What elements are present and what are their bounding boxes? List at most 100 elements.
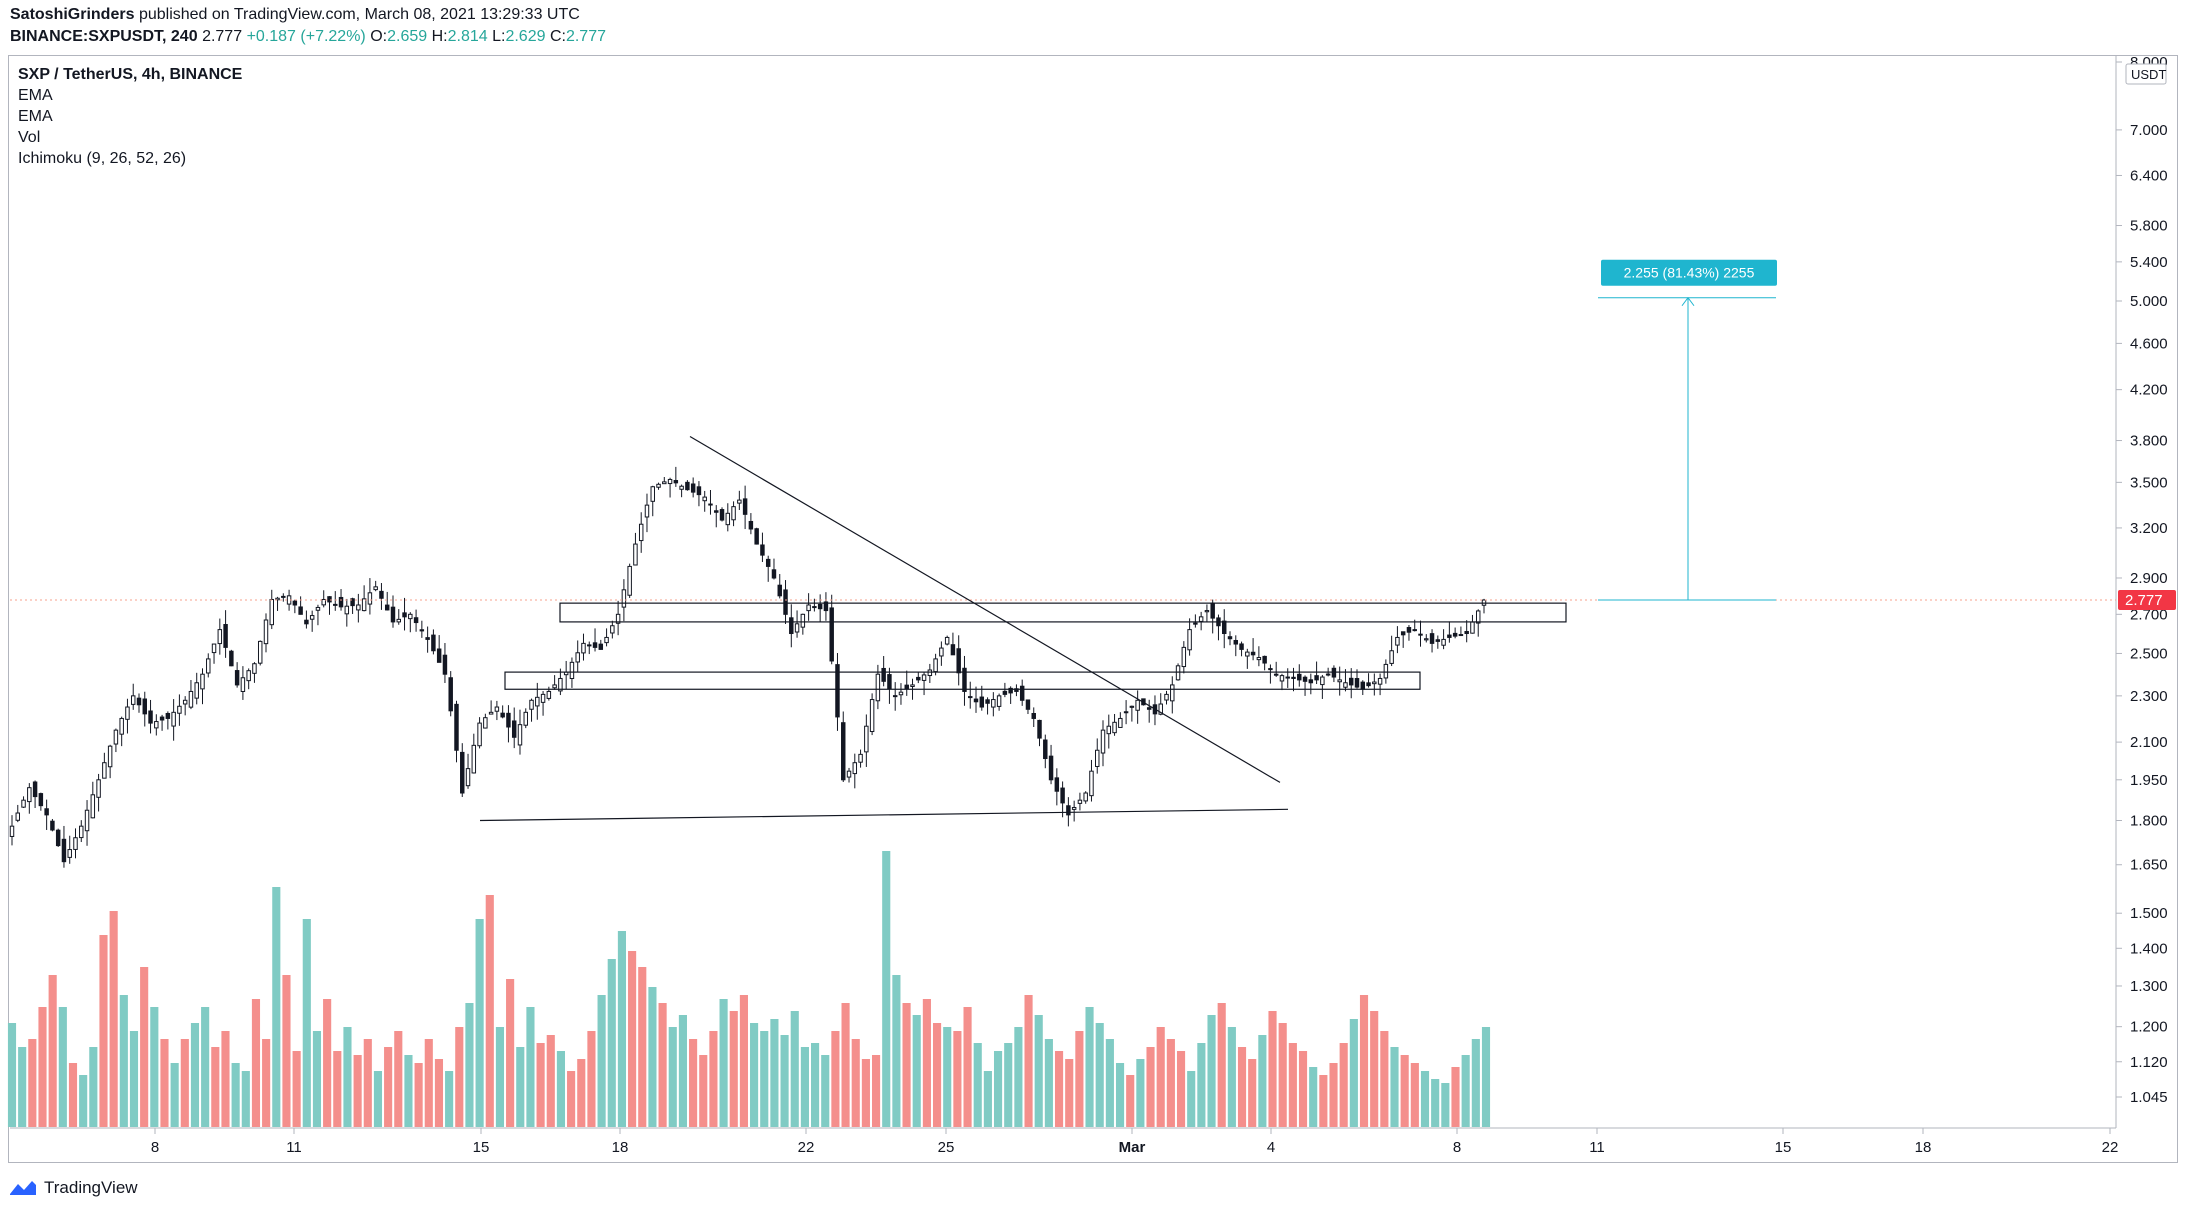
descending-trendline[interactable]: [689, 436, 1281, 783]
volume-bar: [628, 951, 637, 1127]
candle-down: [1452, 632, 1458, 637]
candle-up: [408, 613, 413, 620]
candle-up: [113, 729, 119, 745]
resistance-zone-lower[interactable]: [504, 671, 1421, 690]
candle-down: [61, 838, 67, 863]
legend-indicator[interactable]: EMA: [18, 87, 53, 104]
volume-bar: [729, 1011, 738, 1127]
volume-bar: [150, 1007, 159, 1127]
candle-down: [760, 544, 765, 556]
volume-bar: [689, 1039, 698, 1127]
symbol-name: BINANCE:SXPUSDT: [10, 28, 163, 45]
volume-bar: [607, 959, 616, 1127]
volume-bar: [170, 1063, 179, 1127]
volume-bar: [79, 1075, 88, 1127]
volume-bar: [160, 1039, 169, 1127]
volume-bar: [211, 1047, 220, 1127]
candle-up: [569, 661, 575, 680]
candle-down: [841, 722, 846, 781]
candle-down: [1210, 602, 1215, 619]
y-tick-label: 3.200: [2130, 520, 2168, 537]
legend-indicator[interactable]: EMA: [18, 108, 53, 125]
volume-bar: [251, 999, 261, 1127]
chart-pane[interactable]: [8, 55, 2178, 1163]
y-tick-label: 1.650: [2130, 857, 2168, 874]
volume-bar: [1115, 1063, 1125, 1127]
candle-down: [1325, 673, 1331, 676]
candle-up: [1377, 677, 1383, 685]
x-tick-label: 18: [1915, 1139, 1932, 1156]
published-text: published on TradingView.com, March 08, …: [138, 6, 580, 23]
candle-up: [154, 721, 159, 729]
candle-up: [546, 690, 552, 699]
resistance-zone-upper[interactable]: [559, 602, 1567, 623]
volume-bar: [1065, 1059, 1074, 1127]
candle-up: [344, 605, 350, 615]
volume-bar: [1034, 1015, 1043, 1127]
legend-indicator[interactable]: Ichimoku (9, 26, 52, 26): [18, 150, 187, 167]
candle-up: [1285, 676, 1290, 679]
candle-up: [1279, 675, 1285, 682]
candle-up: [517, 724, 523, 746]
candle-up: [1071, 806, 1077, 810]
candle-up: [996, 695, 1002, 707]
candle-up: [1181, 646, 1187, 668]
candle-up: [84, 809, 90, 832]
candle-down: [1464, 631, 1469, 635]
candle-up: [610, 625, 615, 634]
volume-bar: [1298, 1051, 1308, 1127]
volume-bar: [1481, 1027, 1491, 1127]
volume-bar: [536, 1043, 545, 1127]
y-tick-label: 1.400: [2130, 940, 2168, 957]
candle-down: [812, 606, 817, 609]
candle-up: [858, 753, 863, 763]
volume-bar: [577, 1059, 586, 1127]
candle-down: [1048, 755, 1054, 781]
footer-brand[interactable]: TradingView: [8, 1178, 138, 1198]
volume-bar: [1085, 1007, 1094, 1127]
candle-down: [1400, 631, 1406, 636]
candle-down: [979, 696, 985, 708]
legend-indicator[interactable]: Vol: [18, 129, 41, 146]
candle-up: [800, 613, 806, 628]
volume-bar: [760, 1031, 769, 1127]
candle-down: [442, 654, 448, 675]
high-label: H:: [431, 28, 448, 45]
candle-down: [1314, 675, 1319, 681]
candle-up: [939, 647, 944, 657]
volume-bar: [302, 919, 311, 1127]
candle-up: [1245, 651, 1250, 657]
candle-up: [177, 705, 182, 714]
candle-up: [96, 779, 101, 798]
candle-down: [390, 606, 396, 623]
measure-label: 2.255 (81.43%) 2255: [1624, 265, 1755, 281]
candle-up: [465, 768, 471, 787]
volume-bar: [567, 1071, 576, 1127]
author-name[interactable]: SatoshiGrinders: [10, 6, 135, 23]
volume-bar: [1187, 1071, 1196, 1127]
candle-down: [1227, 636, 1233, 640]
candle-up: [1372, 681, 1377, 685]
volume-bar: [28, 1039, 37, 1127]
candle-up: [898, 691, 904, 696]
candle-up: [737, 499, 742, 504]
volume-bar: [1380, 1031, 1389, 1127]
support-trendline[interactable]: [479, 808, 1289, 822]
measure-badge[interactable]: [1601, 259, 1777, 286]
candle-down: [44, 808, 49, 816]
x-tick-label: 15: [1775, 1139, 1792, 1156]
open-value: 2.659: [387, 28, 428, 45]
candle-down: [719, 509, 725, 521]
candle-up: [1129, 705, 1135, 708]
y-tick-label: 2.900: [2130, 570, 2168, 587]
candle-up: [581, 642, 586, 654]
candle-up: [725, 512, 731, 526]
volume-bar: [963, 1007, 972, 1127]
candle-up: [182, 699, 188, 705]
volume-bar: [1319, 1075, 1328, 1127]
candle-down: [1146, 707, 1152, 710]
volume-bar: [292, 1051, 301, 1127]
volume-bar: [1258, 1035, 1267, 1127]
candle-down: [229, 650, 234, 667]
